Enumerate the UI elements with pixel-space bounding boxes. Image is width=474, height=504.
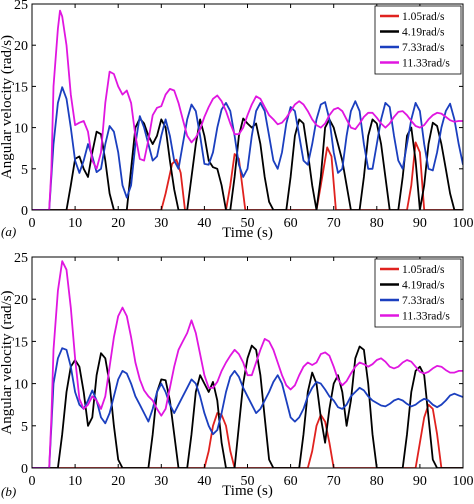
legend-label: 11.33rad/s xyxy=(402,58,450,70)
x-tick-label: 70 xyxy=(327,474,341,489)
y-tick-label: 0 xyxy=(21,462,28,477)
x-tick-label: 0 xyxy=(29,474,36,489)
x-tick-label: 90 xyxy=(413,474,427,489)
panel-label: (b) xyxy=(1,484,16,499)
series-line-1 xyxy=(32,403,463,468)
panel-label: (a) xyxy=(1,224,16,239)
y-tick-label: 25 xyxy=(14,251,28,266)
y-axis-label: Angular velocity (rad/s) xyxy=(0,35,15,179)
y-tick-label: 15 xyxy=(14,335,28,350)
x-axis-label: Time (s) xyxy=(222,483,273,499)
x-tick-label: 40 xyxy=(197,474,211,489)
x-tick-label: 50 xyxy=(241,474,255,489)
x-tick-label: 10 xyxy=(68,216,82,231)
x-tick-label: 30 xyxy=(154,216,168,231)
legend: 1.05rad/s 4.19rad/s 7.33rad/s 11.33rad/s xyxy=(374,5,462,75)
series-line-3 xyxy=(32,347,463,468)
y-tick-label: 10 xyxy=(14,378,28,393)
y-tick-label: 5 xyxy=(21,163,28,178)
y-tick-label: 10 xyxy=(14,122,28,137)
series-line-4 xyxy=(32,260,463,468)
series-line-2 xyxy=(32,117,463,210)
x-tick-label: 100 xyxy=(453,474,474,489)
x-tick-label: 80 xyxy=(370,216,384,231)
y-tick-label: 25 xyxy=(14,0,28,13)
x-tick-label: 20 xyxy=(111,216,125,231)
legend-label: 1.05rad/s xyxy=(402,11,445,23)
series-line-2 xyxy=(32,344,463,468)
legend-label: 1.05rad/s xyxy=(402,264,445,276)
legend-label: 11.33rad/s xyxy=(402,311,450,323)
legend-label: 7.33rad/s xyxy=(402,42,445,54)
x-axis-label: Time (s) xyxy=(222,225,273,241)
series-line-4 xyxy=(32,9,463,210)
chart-panel-2: 0 10 20 30 40 50 60 70 80 90 100 0 5 10 15 20 25 Time (s)… xyxy=(0,251,474,499)
x-tick-label: 10 xyxy=(68,474,82,489)
y-tick-label: 20 xyxy=(14,39,28,54)
x-tick-label: 60 xyxy=(284,216,298,231)
chart-panel-1: 0 10 20 30 40 50 60 70 80 90 100 0 5 10 15 20 25 Time (s)… xyxy=(0,0,474,241)
x-tick-label: 0 xyxy=(29,216,36,231)
x-tick-label: 40 xyxy=(197,216,211,231)
x-tick-label: 60 xyxy=(284,474,298,489)
x-tick-label: 20 xyxy=(111,474,125,489)
y-tick-label: 0 xyxy=(21,204,28,219)
series-line-1 xyxy=(32,141,463,210)
y-tick-label: 20 xyxy=(14,293,28,308)
y-tick-label: 5 xyxy=(21,420,28,435)
legend: 1.05rad/s 4.19rad/s 7.33rad/s 11.33rad/s xyxy=(374,258,462,328)
legend-label: 4.19rad/s xyxy=(402,27,445,39)
x-tick-label: 90 xyxy=(413,216,427,231)
x-tick-label: 80 xyxy=(370,474,384,489)
x-tick-label: 100 xyxy=(453,216,474,231)
x-tick-label: 30 xyxy=(154,474,168,489)
legend-label: 7.33rad/s xyxy=(402,295,445,307)
legend-label: 4.19rad/s xyxy=(402,280,445,292)
x-tick-label: 50 xyxy=(241,216,255,231)
series-line-3 xyxy=(32,86,463,210)
y-tick-label: 15 xyxy=(14,80,28,95)
x-tick-label: 70 xyxy=(327,216,341,231)
y-axis-label: Angular velocity (rad/s) xyxy=(0,290,15,434)
